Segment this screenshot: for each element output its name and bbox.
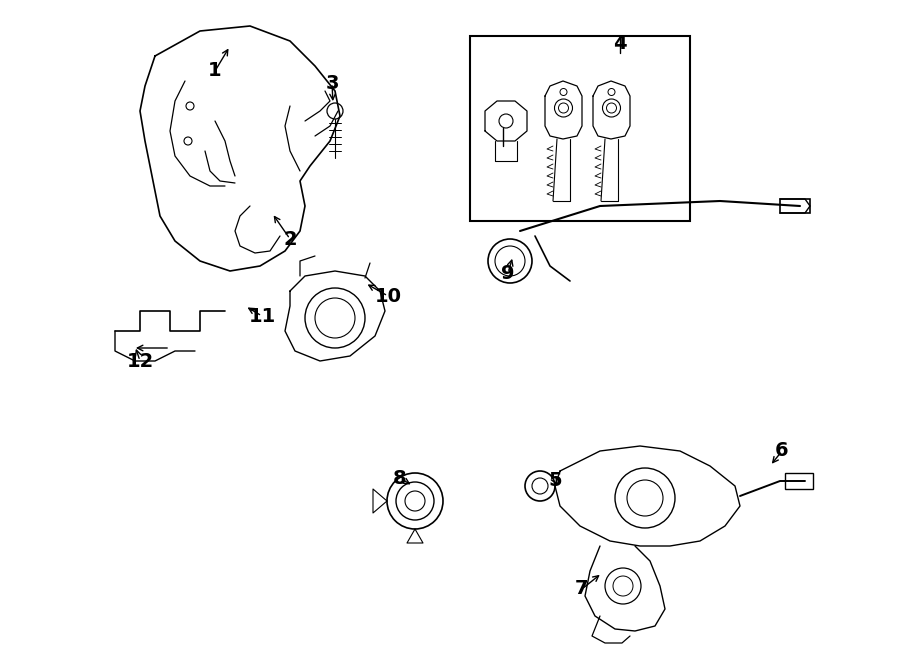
Text: 9: 9 <box>501 264 515 282</box>
Text: 1: 1 <box>208 61 221 81</box>
Text: 5: 5 <box>548 471 562 490</box>
Text: 7: 7 <box>575 580 589 598</box>
Text: 3: 3 <box>325 73 338 93</box>
Text: 11: 11 <box>248 307 275 325</box>
Text: 12: 12 <box>126 352 154 371</box>
Text: 10: 10 <box>374 286 401 305</box>
Bar <box>785 473 813 489</box>
Text: 4: 4 <box>613 34 626 52</box>
Text: 2: 2 <box>284 229 297 249</box>
Text: 8: 8 <box>393 469 407 488</box>
Bar <box>780 199 810 213</box>
Text: 6: 6 <box>775 442 788 461</box>
Bar <box>470 36 690 221</box>
